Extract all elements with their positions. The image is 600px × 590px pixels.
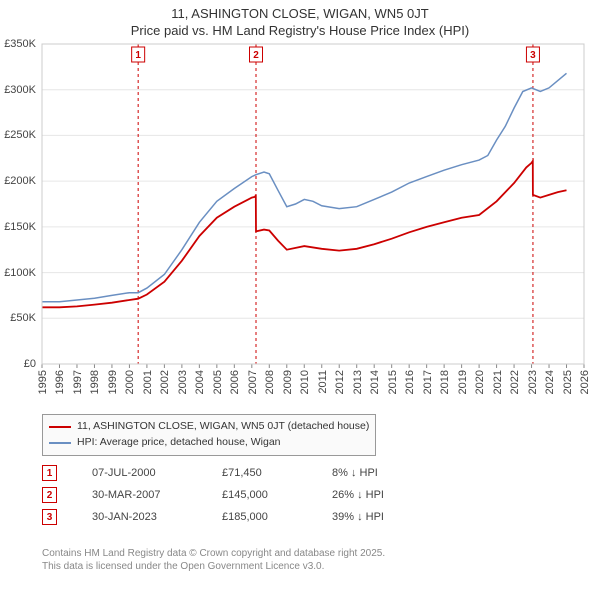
y-tick-label: £250K	[4, 129, 36, 141]
sale-vs-hpi: 8% ↓ HPI	[332, 467, 452, 479]
x-tick-label: 2008	[264, 370, 276, 394]
x-tick-label: 2021	[492, 370, 504, 394]
x-tick-label: 2007	[247, 370, 259, 394]
sale-price: £145,000	[222, 489, 332, 501]
x-tick-label: 2025	[562, 370, 574, 394]
x-tick-label: 2024	[544, 370, 556, 394]
y-tick-label: £150K	[4, 221, 36, 233]
y-tick-label: £0	[24, 358, 36, 370]
sale-index-box: 1	[42, 465, 57, 481]
x-tick-label: 2014	[369, 370, 381, 394]
x-tick-label: 1996	[54, 370, 66, 394]
x-tick-label: 2015	[387, 370, 399, 394]
sale-date: 30-MAR-2007	[92, 489, 222, 501]
y-tick-label: £100K	[4, 267, 36, 279]
legend-label: HPI: Average price, detached house, Wiga…	[77, 435, 281, 451]
x-tick-label: 1995	[37, 370, 49, 394]
x-tick-label: 2020	[474, 370, 486, 394]
sale-date: 30-JAN-2023	[92, 511, 222, 523]
legend-swatch	[49, 442, 71, 444]
x-tick-label: 2002	[159, 370, 171, 394]
x-tick-label: 2019	[457, 370, 469, 394]
page-root: 11, ASHINGTON CLOSE, WIGAN, WN5 0JT Pric…	[0, 0, 600, 590]
x-tick-label: 1997	[72, 370, 84, 394]
sale-vs-hpi: 26% ↓ HPI	[332, 489, 452, 501]
y-tick-label: £350K	[4, 38, 36, 50]
sale-price: £71,450	[222, 467, 332, 479]
legend-box: 11, ASHINGTON CLOSE, WIGAN, WN5 0JT (det…	[42, 414, 376, 456]
footnote-line-2: This data is licensed under the Open Gov…	[42, 560, 385, 573]
x-tick-label: 2001	[142, 370, 154, 394]
x-tick-label: 2006	[229, 370, 241, 394]
sale-vs-hpi: 39% ↓ HPI	[332, 511, 452, 523]
x-tick-label: 1998	[89, 370, 101, 394]
price-chart: 1 2 3	[0, 0, 600, 420]
x-tick-label: 2004	[194, 370, 206, 394]
legend-label: 11, ASHINGTON CLOSE, WIGAN, WN5 0JT (det…	[77, 419, 369, 435]
footnote-line-1: Contains HM Land Registry data © Crown c…	[42, 547, 385, 560]
sale-row: 1 07-JUL-2000£71,4508% ↓ HPI	[42, 462, 452, 484]
x-tick-label: 2010	[299, 370, 311, 394]
x-tick-label: 2022	[509, 370, 521, 394]
sale-price: £185,000	[222, 511, 332, 523]
x-tick-label: 2003	[177, 370, 189, 394]
legend-row: 11, ASHINGTON CLOSE, WIGAN, WN5 0JT (det…	[49, 419, 369, 435]
sale-date: 07-JUL-2000	[92, 467, 222, 479]
x-tick-label: 2000	[124, 370, 136, 394]
x-tick-label: 1999	[107, 370, 119, 394]
x-tick-label: 2026	[579, 370, 591, 394]
x-tick-label: 2012	[334, 370, 346, 394]
x-tick-label: 2016	[404, 370, 416, 394]
x-tick-label: 2017	[422, 370, 434, 394]
x-tick-label: 2009	[282, 370, 294, 394]
x-tick-label: 2013	[352, 370, 364, 394]
sales-table: 1 07-JUL-2000£71,4508% ↓ HPI 2 30-MAR-2007£…	[42, 462, 452, 528]
svg-text:2: 2	[253, 50, 259, 61]
sale-row: 3 30-JAN-2023£185,00039% ↓ HPI	[42, 506, 452, 528]
legend-swatch	[49, 426, 71, 428]
y-tick-label: £300K	[4, 84, 36, 96]
sale-index-box: 2	[42, 487, 57, 503]
legend-row: HPI: Average price, detached house, Wiga…	[49, 435, 369, 451]
svg-text:3: 3	[530, 50, 536, 61]
footnote: Contains HM Land Registry data © Crown c…	[42, 547, 385, 573]
sale-index-box: 3	[42, 509, 57, 525]
svg-text:1: 1	[135, 50, 141, 61]
x-tick-label: 2005	[212, 370, 224, 394]
y-tick-label: £200K	[4, 175, 36, 187]
x-tick-label: 2018	[439, 370, 451, 394]
y-tick-label: £50K	[10, 312, 36, 324]
x-tick-label: 2023	[527, 370, 539, 394]
x-tick-label: 2011	[317, 370, 329, 394]
sale-row: 2 30-MAR-2007£145,00026% ↓ HPI	[42, 484, 452, 506]
